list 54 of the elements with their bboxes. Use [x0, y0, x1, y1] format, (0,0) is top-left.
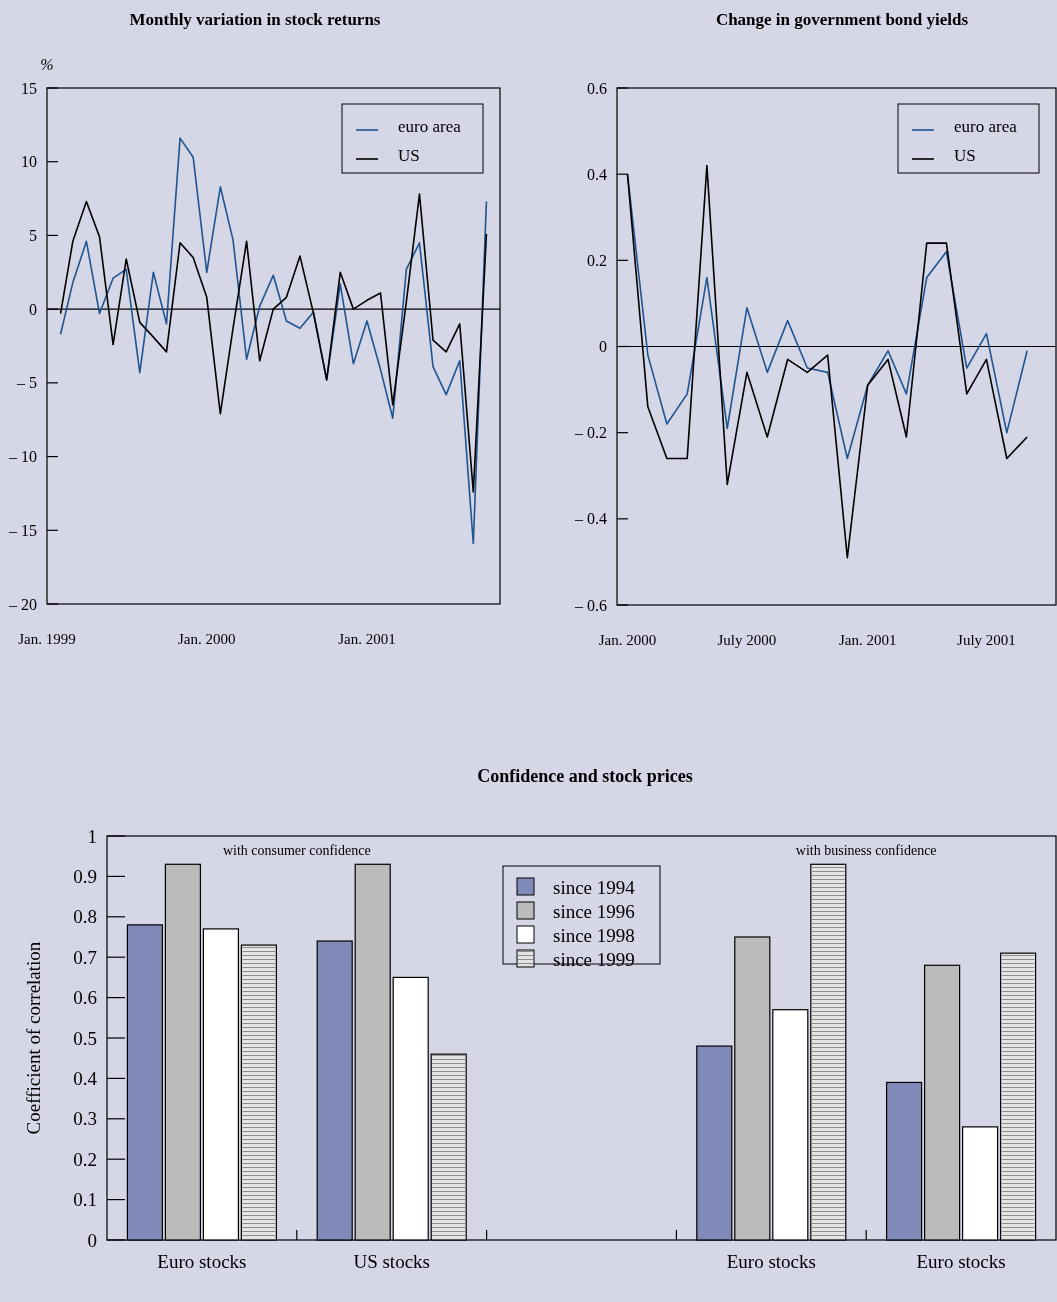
- legend-label: since 1994: [553, 876, 636, 898]
- y-tick-label: – 10: [8, 448, 37, 466]
- legend-label: US: [954, 145, 976, 165]
- y-tick-label: 0: [29, 300, 37, 318]
- y-tick-label: 0.6: [587, 79, 607, 97]
- y-tick-label: 15: [21, 79, 37, 97]
- y-tick-label: – 5: [16, 374, 37, 392]
- y-tick-label: 0: [87, 1229, 97, 1251]
- x-tick-label: US stocks: [353, 1251, 430, 1272]
- legend-label: since 1999: [553, 948, 635, 970]
- legend-label: euro area: [398, 116, 462, 136]
- y-tick-label: 0: [599, 338, 607, 356]
- y-tick-label: 0.1: [73, 1189, 97, 1211]
- y-axis-title: %: [40, 56, 54, 73]
- chart-title: Change in government bond yields: [715, 10, 969, 29]
- y-tick-label: – 15: [8, 521, 37, 539]
- legend-label: euro area: [954, 116, 1018, 136]
- y-tick-label: – 0.6: [574, 596, 607, 614]
- x-tick-label: Jan. 2000: [598, 632, 657, 648]
- annotation: with business confidence: [795, 843, 937, 858]
- x-tick-label: July 2000: [717, 632, 777, 648]
- y-axis-title: Coefficient of correlation: [23, 941, 44, 1135]
- legend-label: since 1998: [553, 924, 635, 946]
- x-tick-label: Jan. 1999: [18, 631, 76, 647]
- y-tick-label: 0.3: [73, 1108, 97, 1130]
- x-tick-label: Euro stocks: [157, 1251, 247, 1272]
- y-tick-label: 0.9: [73, 866, 97, 888]
- line-series: [626, 173, 1028, 460]
- y-tick-label: 0.2: [587, 251, 607, 269]
- y-tick-label: 0.2: [73, 1148, 97, 1170]
- y-tick-label: 0.4: [73, 1068, 98, 1090]
- y-tick-label: 0.5: [73, 1027, 97, 1049]
- y-tick-label: 0.7: [73, 946, 97, 968]
- x-tick-label: Euro stocks: [916, 1251, 1006, 1272]
- annotation: with consumer confidence: [222, 843, 371, 858]
- y-tick-label: – 0.2: [574, 424, 607, 442]
- chart-title: Confidence and stock prices: [477, 766, 693, 786]
- y-tick-label: – 0.4: [574, 510, 607, 528]
- legend-label: since 1996: [553, 900, 635, 922]
- x-tick-label: Jan. 2000: [178, 631, 236, 647]
- y-tick-label: 0.4: [587, 165, 607, 183]
- x-tick-label: Euro stocks: [726, 1251, 816, 1272]
- x-tick-label: July 2001: [957, 632, 1016, 648]
- chart-title: Monthly variation in stock returns: [129, 10, 381, 29]
- y-tick-label: 1: [87, 825, 97, 847]
- line-series: [59, 137, 488, 545]
- legend-label: US: [398, 145, 420, 165]
- y-tick-label: 0.6: [73, 987, 97, 1009]
- y-tick-label: 0.8: [73, 906, 97, 928]
- x-tick-label: Jan. 2001: [838, 632, 897, 648]
- y-tick-label: 5: [29, 227, 37, 245]
- y-tick-label: 10: [21, 153, 37, 171]
- y-tick-label: – 20: [8, 595, 37, 613]
- x-tick-label: Jan. 2001: [338, 631, 396, 647]
